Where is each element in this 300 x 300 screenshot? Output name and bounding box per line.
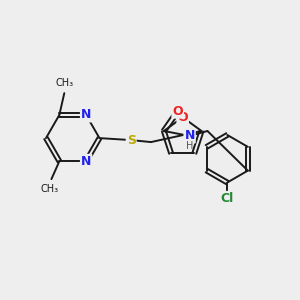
Text: H: H <box>186 141 193 151</box>
Text: N: N <box>81 155 91 168</box>
Text: N: N <box>81 108 91 122</box>
Text: O: O <box>177 111 188 124</box>
Text: CH₃: CH₃ <box>55 78 74 88</box>
Text: S: S <box>127 134 136 147</box>
Text: CH₃: CH₃ <box>40 184 58 194</box>
Text: Cl: Cl <box>220 192 234 205</box>
Text: O: O <box>172 105 183 118</box>
Text: N: N <box>184 130 195 142</box>
